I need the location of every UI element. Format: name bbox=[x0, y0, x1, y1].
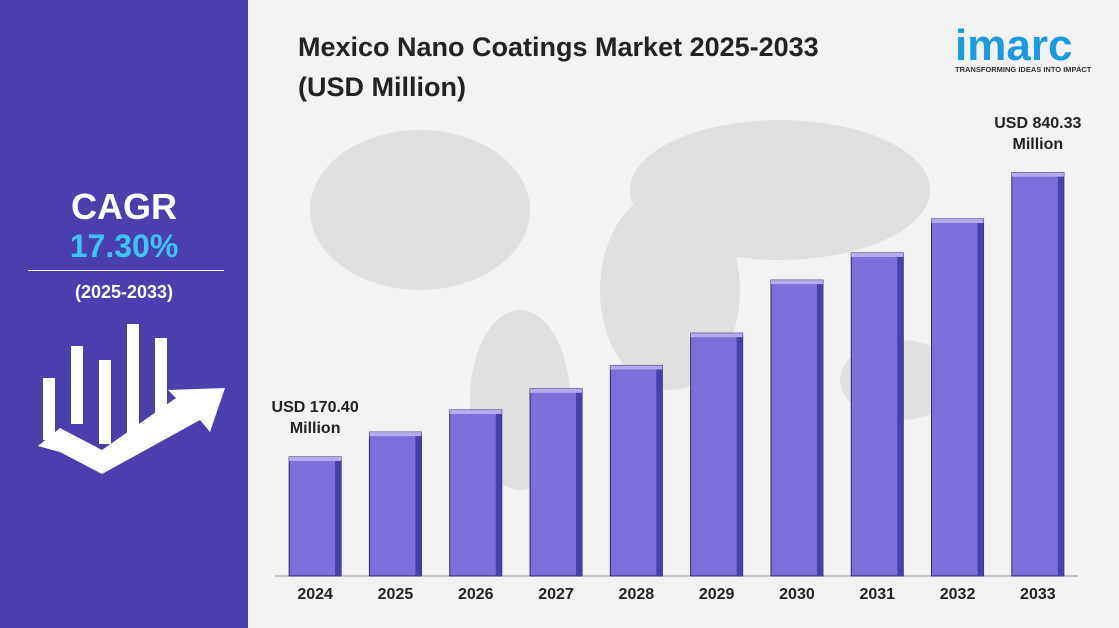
x-tick-label: 2025 bbox=[378, 586, 414, 603]
cagr-value: 17.30% bbox=[69, 228, 179, 264]
bar-bevel bbox=[369, 432, 422, 437]
bar-bevel bbox=[851, 252, 904, 257]
x-tick-label: 2026 bbox=[458, 586, 494, 603]
divider bbox=[28, 270, 224, 271]
logo-tagline: TRANSFORMING IDEAS INTO IMPACT bbox=[955, 65, 1092, 74]
bar-bevel bbox=[610, 365, 663, 370]
x-tick-label: 2024 bbox=[297, 586, 333, 603]
bar bbox=[770, 279, 824, 577]
x-tick-label: 2029 bbox=[699, 586, 735, 603]
cagr-label: CAGR bbox=[71, 186, 177, 227]
side-panel: CAGR 17.30% (2025-2033) bbox=[0, 0, 248, 628]
bar-shade bbox=[415, 432, 422, 576]
bar bbox=[850, 252, 904, 577]
x-tick-label: 2027 bbox=[538, 586, 574, 603]
bar-bevel bbox=[931, 219, 984, 224]
bar-shade bbox=[495, 410, 502, 576]
bar-shade bbox=[897, 252, 904, 577]
bar-bevel bbox=[770, 280, 823, 285]
x-tick-label: 2030 bbox=[779, 586, 815, 603]
bar-shade bbox=[576, 388, 583, 576]
logo: imarc bbox=[955, 21, 1072, 70]
x-tick-label: 2033 bbox=[1020, 586, 1056, 603]
bar-shade bbox=[656, 365, 663, 576]
bar-shade bbox=[816, 280, 823, 576]
bar bbox=[449, 409, 503, 577]
bar-shade bbox=[736, 333, 743, 576]
x-tick-label: 2031 bbox=[859, 586, 895, 603]
value-label: USD 840.33 Million bbox=[994, 114, 1082, 153]
growth-icon bbox=[38, 324, 225, 474]
bar-bevel bbox=[289, 456, 342, 461]
cagr-period: (2025-2033) bbox=[74, 282, 174, 302]
bar bbox=[288, 456, 342, 577]
bar-bevel bbox=[530, 388, 583, 393]
bar-bevel bbox=[1011, 172, 1064, 177]
x-tick-label: 2028 bbox=[619, 586, 655, 603]
bar-shade bbox=[977, 219, 984, 576]
bar-bevel bbox=[449, 410, 502, 415]
value-label: USD 170.40 Million bbox=[271, 398, 359, 437]
bar bbox=[368, 431, 422, 577]
x-tick-label: 2032 bbox=[940, 586, 976, 603]
bar bbox=[690, 332, 744, 577]
bar bbox=[529, 388, 583, 577]
bar-shade bbox=[1057, 172, 1064, 577]
bar bbox=[931, 218, 985, 577]
bar-bevel bbox=[690, 333, 743, 338]
chart-title: Mexico Nano Coatings Market 2025-2033 bbox=[298, 32, 819, 62]
bar bbox=[609, 364, 663, 577]
bar-shade bbox=[335, 456, 342, 576]
bar bbox=[1011, 172, 1065, 577]
chart-subtitle: (USD Million) bbox=[298, 72, 466, 102]
